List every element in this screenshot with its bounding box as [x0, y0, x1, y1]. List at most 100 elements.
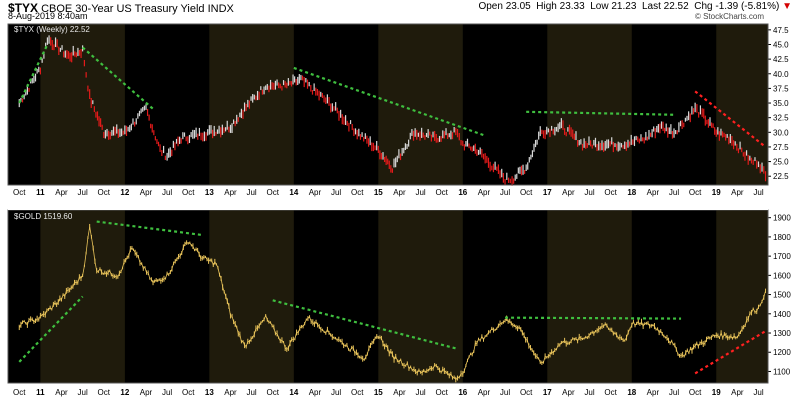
- x-tick-label: Jul: [500, 388, 510, 397]
- x-tick-label: Apr: [309, 188, 322, 197]
- chart-header: $TYX CBOE 30-Year US Treasury Yield INDX…: [0, 0, 800, 22]
- chg-label: Chg: [694, 1, 713, 12]
- x-tick-label: 13: [205, 388, 214, 397]
- y-tick-label: 45.0: [773, 40, 789, 49]
- green-trendline: [505, 316, 682, 320]
- x-tick-label: 11: [36, 188, 45, 197]
- x-tick-label: 18: [627, 188, 636, 197]
- x-tick-label: Apr: [562, 388, 575, 397]
- y-tick-label: 1200: [773, 348, 791, 357]
- x-tick-label: 16: [458, 388, 467, 397]
- red-trendline: [694, 330, 767, 375]
- x-tick-label: Oct: [266, 388, 279, 397]
- x-tick-label: Apr: [55, 188, 68, 197]
- open-value: 23.05: [505, 1, 531, 12]
- y-tick-label: 35.0: [773, 99, 789, 108]
- x-tick-label: Oct: [13, 388, 26, 397]
- instrument-name: CBOE 30-Year US Treasury Yield: [41, 3, 205, 15]
- x-tick-label: Jul: [669, 188, 679, 197]
- year-band: [547, 24, 632, 185]
- x-tick-label: Apr: [224, 188, 237, 197]
- x-tick-label: Jul: [331, 388, 341, 397]
- x-tick-label: 19: [712, 388, 721, 397]
- x-tick-label: 13: [205, 188, 214, 197]
- high-label: High: [536, 1, 557, 12]
- x-tick-label: Oct: [604, 388, 617, 397]
- open-label: Open: [478, 1, 503, 12]
- chg-value: -1.39 (-5.81%): [715, 1, 780, 12]
- x-tick-label: Apr: [478, 388, 491, 397]
- x-tick-label: Jul: [753, 188, 763, 197]
- x-tick-label: 11: [36, 388, 45, 397]
- y-tick-label: 1800: [773, 233, 791, 242]
- x-tick-label: Jul: [246, 188, 256, 197]
- quote-summary: Open 23.05 High 23.33 Low 21.23 Last 22.…: [478, 1, 792, 12]
- x-tick-label: 19: [712, 188, 721, 197]
- x-tick-label: Apr: [478, 188, 491, 197]
- year-band: [547, 210, 632, 383]
- x-tick-label: Oct: [266, 188, 279, 197]
- y-tick-label: 22.5: [773, 172, 789, 181]
- low-value: 21.23: [611, 1, 637, 12]
- trendline-layer: [18, 44, 767, 375]
- quote-date: 8-Aug-2019 8:40am: [8, 11, 88, 21]
- x-tick-label: Jul: [584, 388, 594, 397]
- x-tick-label: Oct: [98, 388, 111, 397]
- low-label: Low: [590, 1, 609, 12]
- x-tick-label: Jul: [162, 188, 172, 197]
- year-band: [716, 210, 768, 383]
- y-tick-label: 32.5: [773, 114, 789, 123]
- y-tick-label: 1500: [773, 291, 791, 300]
- year-band: [716, 24, 768, 185]
- x-tick-label: Jul: [500, 188, 510, 197]
- green-trendline: [526, 110, 675, 116]
- x-tick-label: Jul: [246, 388, 256, 397]
- high-value: 23.33: [559, 1, 585, 12]
- x-tick-label: Jul: [415, 188, 425, 197]
- year-band: [209, 210, 294, 383]
- x-tick-label: Apr: [140, 188, 153, 197]
- y-tick-label: 40.0: [773, 70, 789, 79]
- title-line: $TYX CBOE 30-Year US Treasury Yield INDX: [8, 1, 234, 15]
- y-tick-label: 1300: [773, 329, 791, 338]
- x-tick-label: 12: [120, 388, 129, 397]
- y-tick-label: 1700: [773, 252, 791, 261]
- x-tick-label: 15: [374, 188, 383, 197]
- x-tick-label: Oct: [689, 188, 702, 197]
- x-tick-label: Jul: [78, 388, 88, 397]
- green-trendline: [272, 299, 457, 350]
- panel-border: [7, 23, 769, 186]
- y-tick-label: 27.5: [773, 143, 789, 152]
- x-tick-label: Jul: [331, 188, 341, 197]
- year-band: [378, 210, 463, 383]
- green-trendline: [18, 44, 49, 104]
- x-tick-label: 18: [627, 388, 636, 397]
- x-tick-label: Apr: [224, 388, 237, 397]
- x-tick-label: 17: [543, 388, 552, 397]
- x-tick-label: 17: [543, 188, 552, 197]
- x-tick-label: Oct: [520, 388, 533, 397]
- series-layer: [18, 35, 767, 383]
- x-tick-label: Oct: [182, 388, 195, 397]
- x-tick-label: Jul: [584, 188, 594, 197]
- last-label: Last: [641, 1, 661, 12]
- year-band: [378, 24, 463, 185]
- x-tick-label: Oct: [351, 388, 364, 397]
- exchange: INDX: [207, 3, 234, 15]
- y-tick-label: 1600: [773, 271, 791, 280]
- year-band: [209, 24, 294, 185]
- tyx-legend: $TYX (Weekly) 22.52: [14, 25, 90, 34]
- y-tick-label: 1400: [773, 310, 791, 319]
- red-trendline: [694, 90, 767, 148]
- gold-legend: $GOLD 1519.60: [14, 212, 73, 221]
- y-tick-label: 47.5: [773, 26, 789, 35]
- x-tick-label: Jul: [753, 388, 763, 397]
- x-tick-label: Apr: [731, 188, 744, 197]
- axis-layer: 22.5 25.0 27.5 30.0 32.5 35.0 37.5 40.0 42.5 45.0…: [7, 23, 791, 397]
- last-value: 22.52: [663, 1, 689, 12]
- y-tick-label: 42.5: [773, 55, 789, 64]
- x-tick-label: Apr: [647, 388, 660, 397]
- x-tick-label: Oct: [435, 388, 448, 397]
- x-tick-label: Apr: [562, 188, 575, 197]
- x-tick-label: 14: [289, 188, 298, 197]
